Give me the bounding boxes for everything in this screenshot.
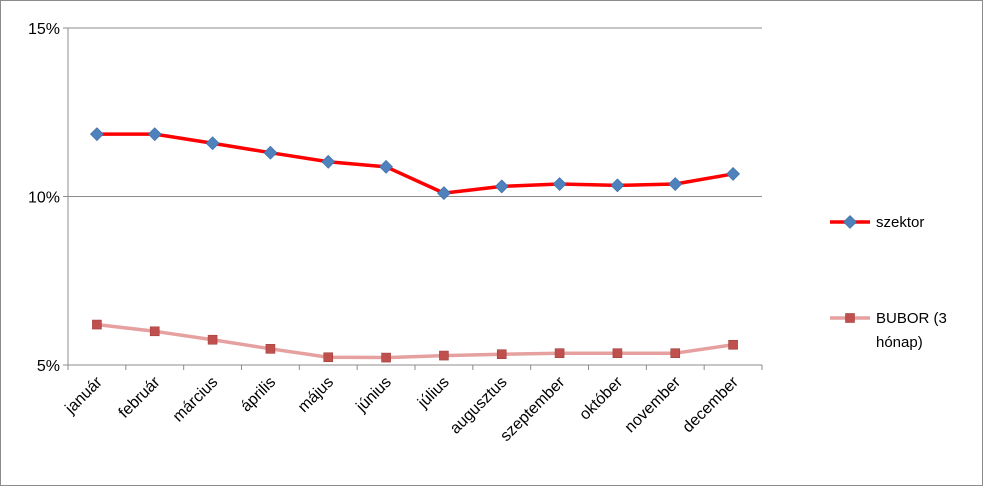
legend-marker-1 (845, 313, 855, 323)
legend-label-1: hónap) (876, 334, 923, 351)
data-point-1-6 (439, 350, 449, 361)
axes (63, 27, 763, 370)
data-point-1-10 (670, 348, 681, 359)
data-point-0-10 (668, 177, 683, 191)
data-point-0-6 (436, 186, 451, 201)
x-tick-label: október (576, 373, 626, 423)
data-point-0-3 (263, 145, 278, 160)
gridlines (68, 27, 762, 197)
data-point-0-0 (89, 127, 104, 142)
data-point-1-2 (207, 334, 218, 345)
x-tick-label: május (295, 374, 337, 416)
legend-label-0: szektor (876, 214, 924, 231)
x-tick-label: február (116, 373, 164, 421)
data-point-0-1 (147, 127, 162, 142)
data-point-0-9 (610, 178, 625, 193)
data-point-1-3 (265, 344, 276, 354)
y-tick-label: 10% (28, 190, 60, 207)
data-point-1-4 (323, 352, 334, 363)
data-point-1-11 (728, 339, 738, 350)
data-point-0-4 (321, 154, 336, 169)
x-tick-label: november (622, 373, 685, 436)
data-point-0-2 (205, 136, 220, 151)
series-layer (89, 127, 741, 363)
x-tick-label: december (680, 373, 743, 436)
x-tick-label: április (238, 374, 280, 416)
data-point-1-8 (554, 348, 565, 359)
x-tick-label: június (353, 374, 395, 416)
data-point-0-7 (494, 179, 509, 194)
data-point-1-7 (496, 349, 507, 360)
x-tick-label: július (414, 374, 453, 413)
legend: szektor BUBOR (3 hónap) (830, 214, 947, 351)
data-point-0-8 (552, 177, 567, 191)
legend-label-1: BUBOR (3 (876, 310, 947, 327)
x-axis-tick-labels: január február március április május június jú… (62, 373, 743, 445)
series-line-1 (96, 322, 734, 360)
data-point-1-0 (92, 319, 102, 330)
data-point-1-9 (612, 348, 623, 359)
data-point-0-5 (379, 159, 394, 174)
y-axis-tick-labels: 5% 10% 15% (28, 21, 60, 375)
series-line-0 (96, 132, 734, 195)
x-tick-label: március (170, 374, 222, 426)
data-point-1-5 (381, 352, 391, 363)
x-tick-label: január (62, 373, 107, 418)
data-point-1-1 (149, 326, 160, 337)
y-tick-label: 15% (28, 21, 60, 38)
data-point-0-11 (726, 166, 741, 181)
y-tick-label: 5% (37, 358, 60, 375)
legend-marker-0 (843, 215, 857, 229)
